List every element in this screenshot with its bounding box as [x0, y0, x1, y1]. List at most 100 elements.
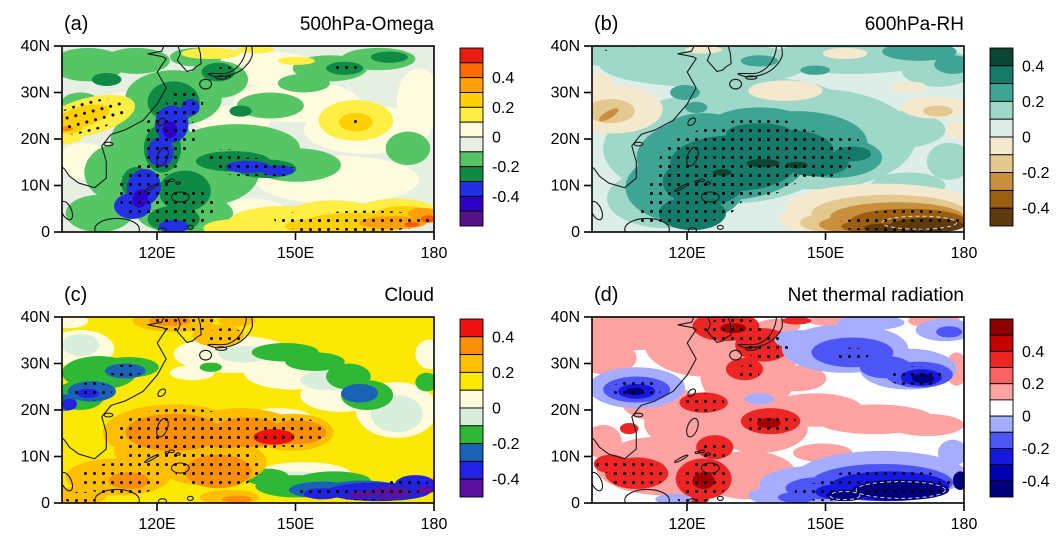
- coastlines: [58, 46, 252, 240]
- island-outline: [176, 182, 180, 184]
- y-tick-label: 40N: [551, 309, 580, 326]
- x-tick-label: 150E: [277, 516, 314, 533]
- island-outline: [588, 201, 605, 220]
- island-outline: [169, 450, 174, 453]
- colorbar-segment: [989, 383, 1014, 401]
- colorbar-segment: [989, 367, 1014, 385]
- island-outline: [625, 489, 670, 511]
- panel-d: (d) Net thermal radiation 40N 30N 20N 10N 0 120…: [530, 271, 1060, 542]
- colorbar-segment: [459, 181, 484, 197]
- panel-svg-d: (d) Net thermal radiation 40N 30N 20N 10N 0 120…: [551, 284, 1050, 533]
- island-outline: [717, 225, 723, 229]
- colorbar-segment: [989, 100, 1014, 120]
- y-tick-label: 0: [41, 495, 50, 512]
- map-field-b: [588, 46, 964, 240]
- colorbar-segment: [459, 77, 484, 93]
- colorbar-tick-label: -0.4: [492, 472, 520, 489]
- panel-label: (c): [64, 284, 87, 306]
- island-outline: [200, 79, 212, 89]
- colorbar: 0.4 0.2 0 -0.2 -0.4: [459, 318, 520, 498]
- panel-title: Cloud: [384, 285, 434, 306]
- y-tick-label: 30N: [21, 85, 50, 102]
- island-outline: [216, 347, 227, 350]
- island-outline: [58, 472, 75, 491]
- colorbar-segment: [989, 189, 1014, 209]
- map-field-d: [588, 317, 964, 511]
- colorbar-segment: [459, 354, 484, 373]
- map-field-a: [58, 46, 434, 240]
- colorbar-segment: [989, 318, 1014, 336]
- coastline-path: [62, 46, 166, 188]
- coastline-path: [177, 46, 201, 71]
- island-outline: [58, 201, 75, 220]
- colorbar-segment: [459, 62, 484, 79]
- colorbar-tick-label: -0.2: [1022, 165, 1050, 182]
- y-tick-label: 0: [571, 495, 580, 512]
- island-outline: [717, 496, 723, 500]
- colorbar-segment: [459, 92, 484, 108]
- island-outline: [143, 184, 159, 192]
- panel-a: (a) 500hPa-Omega 40N 30N 20N 10N 0 120E 150E 180 0…: [0, 0, 530, 271]
- stipple-significance-overlay: [595, 317, 953, 503]
- field-negative-northwest-ochre-core: [598, 108, 619, 122]
- y-tick-label: 20N: [551, 131, 580, 148]
- y-tick-label: 10N: [21, 178, 50, 195]
- coastline-path: [208, 317, 253, 348]
- island-outline: [171, 463, 189, 473]
- colorbar-segment: [459, 106, 484, 123]
- y-tick-label: 30N: [21, 356, 50, 373]
- coastlines: [588, 317, 782, 511]
- colorbar-segment: [459, 336, 484, 356]
- island-outline: [695, 181, 699, 183]
- y-tick-label: 20N: [21, 131, 50, 148]
- island-outline: [104, 142, 113, 146]
- x-tick-label: 180: [421, 245, 448, 262]
- island-outline: [216, 76, 227, 79]
- island-outline: [156, 117, 167, 125]
- island-outline: [95, 218, 140, 240]
- island-outline: [706, 453, 710, 455]
- colorbar-segment: [989, 118, 1014, 138]
- colorbar: 0.4 0.2 0 -0.2 -0.4: [989, 318, 1050, 498]
- colorbar-segment: [459, 443, 484, 462]
- coastline-path: [177, 317, 201, 342]
- island-outline: [155, 418, 170, 437]
- y-tick-label: 10N: [551, 449, 580, 466]
- island-outline: [701, 192, 719, 202]
- island-outline: [158, 499, 166, 504]
- coastline-path: [592, 46, 696, 188]
- colorbar-tick-label: 0.4: [1022, 58, 1044, 75]
- island-outline: [634, 413, 643, 417]
- island-outline: [706, 182, 710, 184]
- island-outline: [686, 117, 697, 125]
- dashed-contour: [881, 215, 958, 230]
- y-tick-label: 40N: [551, 38, 580, 55]
- colorbar-tick-label: -0.2: [1022, 441, 1050, 458]
- colorbar-segment: [989, 83, 1014, 102]
- colorbar-segment: [989, 480, 1014, 498]
- island-outline: [685, 418, 700, 437]
- island-outline: [187, 496, 193, 500]
- x-tick-label: 150E: [807, 245, 844, 262]
- coastline-path: [208, 46, 253, 77]
- panel-label: (d): [594, 284, 618, 306]
- island-outline: [95, 489, 140, 511]
- colorbar-segment: [459, 318, 484, 338]
- colorbar-tick-label: -0.4: [492, 189, 520, 206]
- x-tick-label: 150E: [807, 516, 844, 533]
- colorbar-segment: [459, 151, 484, 168]
- island-outline: [625, 218, 670, 240]
- colorbar-segment: [989, 350, 1014, 368]
- colorbar-segment: [459, 136, 484, 153]
- island-outline: [699, 450, 704, 453]
- x-tick-label: 180: [951, 245, 978, 262]
- panel-label: (b): [594, 13, 618, 35]
- island-outline: [104, 413, 113, 417]
- colorbar-tick-label: 0.4: [492, 70, 514, 87]
- island-outline: [746, 76, 757, 79]
- colorbar-tick-label: 0: [1022, 409, 1031, 426]
- coastline-path: [738, 46, 783, 77]
- colorbar-tick-label: 0.4: [492, 329, 514, 346]
